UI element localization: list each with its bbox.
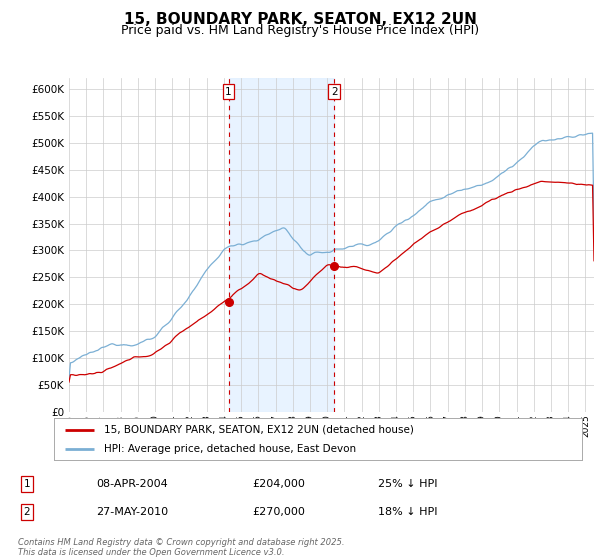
Text: 15, BOUNDARY PARK, SEATON, EX12 2UN: 15, BOUNDARY PARK, SEATON, EX12 2UN [124,12,476,27]
Text: 15, BOUNDARY PARK, SEATON, EX12 2UN (detached house): 15, BOUNDARY PARK, SEATON, EX12 2UN (det… [104,424,414,435]
Text: Price paid vs. HM Land Registry's House Price Index (HPI): Price paid vs. HM Land Registry's House … [121,24,479,36]
Text: Contains HM Land Registry data © Crown copyright and database right 2025.
This d: Contains HM Land Registry data © Crown c… [18,538,344,557]
Text: 2: 2 [23,507,31,517]
Text: 1: 1 [225,87,232,97]
Bar [229,78,334,412]
Text: £204,000: £204,000 [252,479,305,489]
Text: HPI: Average price, detached house, East Devon: HPI: Average price, detached house, East… [104,444,356,454]
Text: 1: 1 [23,479,31,489]
Text: 18% ↓ HPI: 18% ↓ HPI [378,507,437,517]
Text: 25% ↓ HPI: 25% ↓ HPI [378,479,437,489]
Text: 27-MAY-2010: 27-MAY-2010 [96,507,168,517]
Text: 2: 2 [331,87,337,97]
Text: 08-APR-2004: 08-APR-2004 [96,479,168,489]
Text: £270,000: £270,000 [252,507,305,517]
